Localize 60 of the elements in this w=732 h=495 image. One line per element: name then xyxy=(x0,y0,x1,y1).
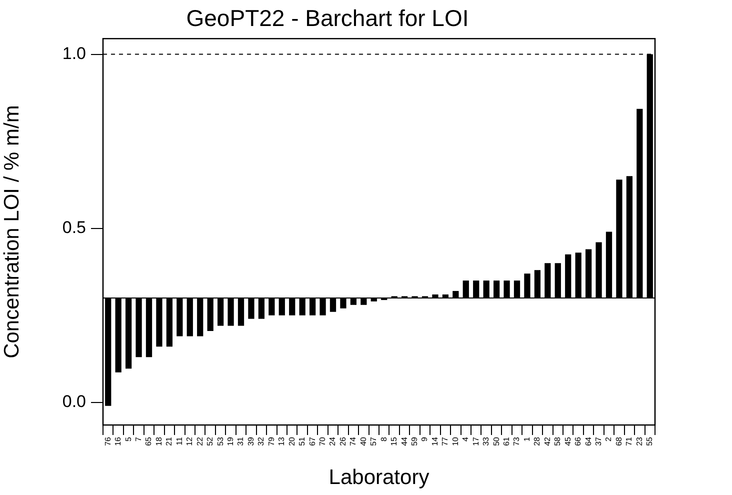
x-axis-title: Laboratory xyxy=(328,466,430,490)
x-tick-label: 42 xyxy=(542,436,552,446)
x-tick-label: 5 xyxy=(124,436,133,442)
x-tick-label: 2 xyxy=(604,436,614,442)
x-tick-label: 76 xyxy=(103,436,112,446)
x-tick-label: 79 xyxy=(266,436,276,446)
x-tick-label: 32 xyxy=(256,436,266,446)
x-tick-label: 1 xyxy=(522,436,532,442)
x-tick-label: 40 xyxy=(358,436,368,446)
x-tick-label: 73 xyxy=(512,436,522,446)
x-tick-label: 24 xyxy=(328,436,338,446)
x-tick-label: 13 xyxy=(277,436,286,446)
x-tick-label: 52 xyxy=(206,436,215,446)
x-tick-label: 55 xyxy=(645,436,654,446)
x-tick-label: 68 xyxy=(614,436,624,446)
x-tick-label: 44 xyxy=(400,436,409,446)
x-tick-label: 18 xyxy=(154,436,164,446)
x-tick-label: 16 xyxy=(114,436,123,446)
x-tick-label: 59 xyxy=(410,436,419,446)
x-tick-label: 39 xyxy=(246,436,256,446)
x-tick-label: 37 xyxy=(594,436,603,446)
x-tick-label: 7 xyxy=(134,436,143,442)
x-tick-label: 28 xyxy=(532,436,542,446)
x-tick-label: 33 xyxy=(482,436,491,446)
x-tick-label: 8 xyxy=(379,436,388,442)
x-tick-label: 9 xyxy=(420,436,430,442)
x-tick-label: 4 xyxy=(461,436,470,442)
x-tick-label: 10 xyxy=(450,436,460,446)
x-tick-label: 15 xyxy=(390,436,399,446)
x-tick-label: 50 xyxy=(492,436,501,446)
y-axis-title: Concentration LOI / % m/m xyxy=(0,105,24,358)
x-tick-label: 26 xyxy=(338,436,348,446)
x-tick-label: 53 xyxy=(216,436,225,446)
x-tick-label: 66 xyxy=(574,436,583,446)
x-tick-label: 20 xyxy=(287,436,296,446)
x-tick-label: 31 xyxy=(236,436,246,446)
x-tick-label: 61 xyxy=(502,436,511,446)
y-tick-label: 0.0 xyxy=(62,392,86,412)
x-tick-label: 14 xyxy=(430,436,440,446)
x-tick-label: 74 xyxy=(348,436,358,446)
x-tick-label: 19 xyxy=(226,436,235,446)
x-tick-label: 64 xyxy=(584,436,593,446)
x-tick-label: 77 xyxy=(440,436,450,446)
x-tick-label: 11 xyxy=(174,436,184,446)
x-tick-label: 23 xyxy=(634,436,644,446)
x-tick-label: 67 xyxy=(308,436,317,446)
y-tick-label: 1.0 xyxy=(62,44,86,63)
x-tick-label: 58 xyxy=(553,436,562,446)
x-tick-label: 51 xyxy=(298,436,307,446)
x-tick-label: 12 xyxy=(185,436,194,446)
x-tick-label: 65 xyxy=(144,436,154,446)
x-tick-label: 71 xyxy=(624,436,634,446)
x-tick-label: 45 xyxy=(563,436,572,446)
x-tick-label: 21 xyxy=(164,436,174,446)
x-tick-label: 22 xyxy=(195,436,204,446)
y-tick-label: 0.5 xyxy=(62,218,86,238)
x-tick-label: 70 xyxy=(318,436,327,446)
x-tick-label: 57 xyxy=(369,436,378,446)
x-tick-label: 17 xyxy=(471,436,480,446)
chart-title: GeoPT22 - Barchart for LOI xyxy=(186,5,469,32)
